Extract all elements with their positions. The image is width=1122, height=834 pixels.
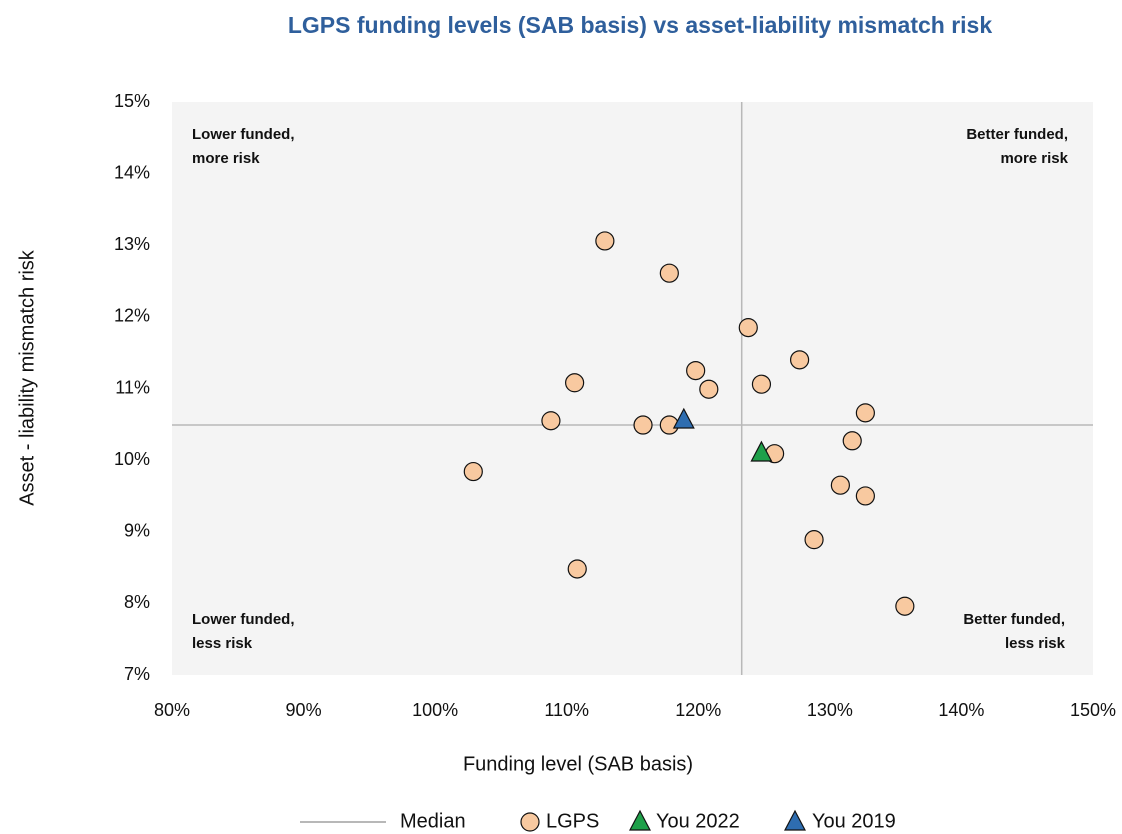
circle-marker bbox=[842, 431, 862, 451]
plot-area bbox=[172, 102, 1093, 675]
x-tick-label: 140% bbox=[938, 700, 984, 720]
y-tick-label: 10% bbox=[114, 449, 150, 469]
x-tick-label: 150% bbox=[1070, 700, 1116, 720]
y-tick-label: 8% bbox=[124, 592, 150, 612]
legend-label: LGPS bbox=[546, 810, 599, 832]
chart-title: LGPS funding levels (SAB basis) vs asset… bbox=[288, 12, 992, 38]
triangle-marker bbox=[750, 440, 773, 462]
circle-marker bbox=[565, 373, 585, 393]
legend-label: Median bbox=[400, 810, 466, 832]
quadrant-label: more risk bbox=[1000, 150, 1068, 167]
circle-marker bbox=[567, 559, 587, 579]
circle-marker bbox=[463, 461, 483, 482]
circle-marker bbox=[855, 403, 875, 423]
quadrant-label: less risk bbox=[1005, 635, 1066, 652]
y-tick-label: 14% bbox=[114, 162, 150, 182]
circle-marker bbox=[541, 411, 561, 431]
circle-marker bbox=[789, 350, 810, 370]
legend-label: You 2019 bbox=[812, 810, 896, 832]
quadrant-label: Lower funded, bbox=[192, 611, 295, 628]
y-tick-label: 12% bbox=[114, 306, 150, 326]
circle-marker bbox=[751, 374, 772, 394]
x-tick-label: 120% bbox=[675, 700, 721, 720]
legend-marker bbox=[520, 812, 540, 832]
x-tick-label: 100% bbox=[412, 700, 458, 720]
circle-marker bbox=[895, 596, 915, 616]
x-axis-label: Funding level (SAB basis) bbox=[463, 753, 693, 775]
quadrant-label: Lower funded, bbox=[192, 126, 295, 143]
circle-marker bbox=[633, 415, 653, 435]
circle-marker bbox=[659, 263, 679, 283]
x-tick-label: 130% bbox=[807, 700, 853, 720]
y-tick-label: 13% bbox=[114, 234, 150, 254]
legend-marker bbox=[629, 809, 651, 831]
x-tick-label: 80% bbox=[154, 700, 190, 720]
circle-marker bbox=[686, 360, 706, 381]
quadrant-label: more risk bbox=[192, 150, 260, 167]
legend-label: You 2022 bbox=[656, 810, 740, 832]
y-tick-label: 15% bbox=[114, 91, 150, 111]
y-tick-label: 11% bbox=[115, 377, 150, 397]
quadrant-label: Better funded, bbox=[963, 611, 1065, 628]
circle-marker bbox=[738, 318, 758, 338]
legend-marker bbox=[784, 809, 806, 831]
x-tick-label: 90% bbox=[286, 700, 322, 720]
x-tick-label: 110% bbox=[544, 700, 589, 720]
circle-marker bbox=[699, 379, 719, 399]
circle-marker bbox=[830, 475, 850, 495]
circle-marker bbox=[595, 231, 615, 251]
circle-marker bbox=[855, 486, 875, 506]
quadrant-label: less risk bbox=[192, 635, 253, 652]
y-axis-label: Asset - liability mismatch risk bbox=[16, 249, 38, 506]
triangle-marker bbox=[672, 407, 695, 429]
y-tick-label: 7% bbox=[124, 664, 150, 684]
circle-marker bbox=[804, 530, 824, 550]
y-tick-label: 9% bbox=[124, 521, 150, 541]
quadrant-label: Better funded, bbox=[966, 126, 1068, 143]
